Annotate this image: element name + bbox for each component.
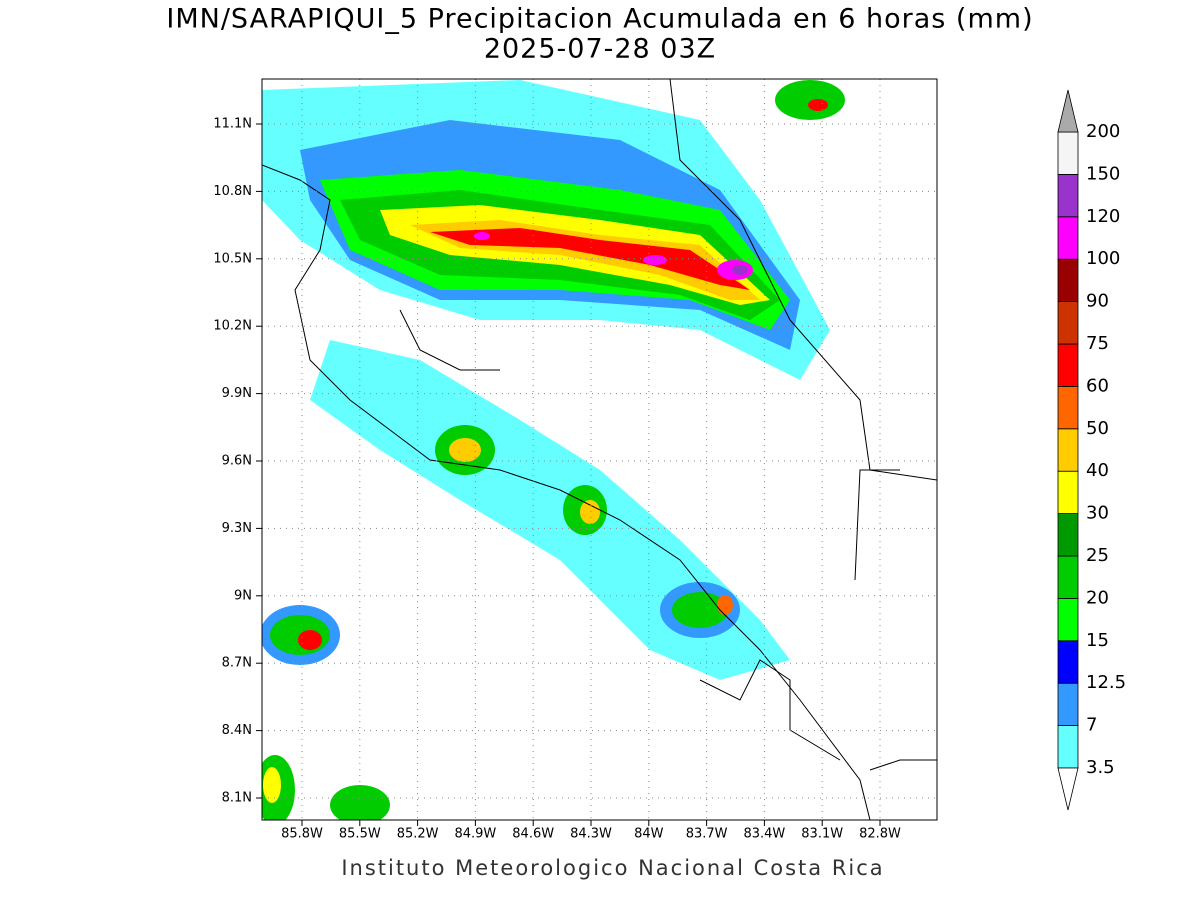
colorbar-label: 75 <box>1086 333 1109 354</box>
lat-label: 8.1N <box>222 791 252 806</box>
lat-label: 9.9N <box>222 386 252 401</box>
lon-label: 85.5W <box>339 827 381 842</box>
colorbar-label: 25 <box>1086 545 1109 566</box>
colorbar-label: 15 <box>1086 630 1109 651</box>
lon-label: 82.8W <box>859 827 901 842</box>
colorbar-over <box>1057 89 1079 133</box>
colorbar-box <box>1057 216 1079 260</box>
lat-label: 9.6N <box>222 454 252 469</box>
colorbar-box <box>1057 555 1079 599</box>
lon-label: 84W <box>634 827 664 842</box>
colorbar-box <box>1057 173 1079 218</box>
colorbar-label: 60 <box>1086 375 1109 396</box>
colorbar-label: 3.5 <box>1086 757 1115 778</box>
map-frame <box>261 78 938 821</box>
grid: 11.1N 10.8N 10.5N 10.2N 9.9N 9.6N 9.3N 9N 8.7N 8.… <box>213 79 937 842</box>
lat-label: 9N <box>234 588 252 603</box>
lon-label: 85.2W <box>397 827 439 842</box>
lat-label: 11.1N <box>213 117 252 132</box>
lon-label: 83.4W <box>743 827 785 842</box>
colorbar-box <box>1057 258 1079 303</box>
subtitle: 2025-07-28 03Z <box>484 34 716 65</box>
lat-label: 9.3N <box>222 521 252 536</box>
colorbar-box <box>1057 470 1079 515</box>
lat-label: 10.8N <box>213 184 252 199</box>
lon-label: 84.6W <box>512 827 554 842</box>
colorbar-box <box>1057 428 1079 472</box>
colorbar-box <box>1057 513 1079 557</box>
colorbar-label: 30 <box>1086 503 1109 524</box>
map-field <box>262 79 937 820</box>
colorbar-box <box>1057 301 1079 345</box>
title: IMN/SARAPIQUI_5 Precipitacion Acumulada … <box>166 4 1033 35</box>
colorbar-label: 7 <box>1086 715 1097 736</box>
colorbar-label: 100 <box>1086 248 1120 269</box>
lon-label: 85.8W <box>281 827 323 842</box>
colorbar-label: 12.5 <box>1086 672 1126 693</box>
lat-label: 8.7N <box>222 656 252 671</box>
colorbar-box <box>1057 598 1079 642</box>
lat-label: 8.4N <box>222 723 252 738</box>
lon-label: 83.1W <box>801 827 843 842</box>
colorbar-label: 200 <box>1086 121 1120 142</box>
lat-label: 10.2N <box>213 319 252 334</box>
lon-label: 84.3W <box>570 827 612 842</box>
colorbar-label: 90 <box>1086 291 1109 312</box>
colorbar-box <box>1057 131 1079 175</box>
lon-label: 83.7W <box>686 827 728 842</box>
colorbar-label: 40 <box>1086 460 1109 481</box>
colorbar-label: 150 <box>1086 163 1120 184</box>
colorbar-box <box>1057 682 1079 727</box>
colorbar-label: 120 <box>1086 206 1120 227</box>
colorbar-under <box>1057 767 1079 811</box>
colorbar-box <box>1057 343 1079 387</box>
lon-label: 84.9W <box>454 827 496 842</box>
colorbar-label: 20 <box>1086 587 1109 608</box>
colorbar-box <box>1057 385 1079 430</box>
colorbar: 3.5 7 12.5 15 20 25 30 40 50 60 75 90 100 120 150 200 <box>1057 89 1126 811</box>
lat-label: 10.5N <box>213 251 252 266</box>
footer: Instituto Meteorologico Nacional Costa R… <box>341 856 884 880</box>
colorbar-box <box>1057 640 1079 684</box>
colorbar-box <box>1057 725 1079 769</box>
colorbar-label: 50 <box>1086 418 1109 439</box>
